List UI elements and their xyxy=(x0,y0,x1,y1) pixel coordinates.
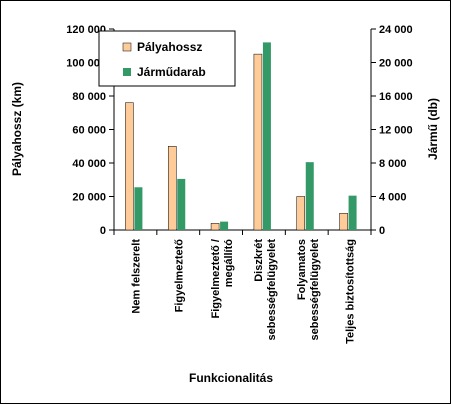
y-tick-label-left: 120 000 xyxy=(66,24,106,36)
bar-palyahossz xyxy=(253,53,263,231)
category-label-line: Teljes biztosítottság xyxy=(345,239,357,344)
bar-palyahossz xyxy=(296,196,305,231)
y-tick-label-left: 40 000 xyxy=(72,158,106,170)
bar-palyahossz xyxy=(339,213,348,231)
bar-jarmudarab xyxy=(262,42,271,231)
bar-palyahossz xyxy=(125,102,134,231)
y-tick-label-left: 60 000 xyxy=(72,125,106,137)
legend: Pályahossz Járműdarab xyxy=(98,30,236,87)
bar-jarmudarab xyxy=(348,195,357,230)
y-tick-label-right: 12 000 xyxy=(379,125,413,137)
category-label-line: Nem felszerelt xyxy=(130,239,142,314)
bar-jarmudarab xyxy=(305,162,314,230)
y-axis-right-title: Jármű (db) xyxy=(426,98,440,160)
legend-label-palyahossz: Pályahossz xyxy=(137,40,202,54)
category-label: Figyelmeztető xyxy=(173,239,185,313)
category-label-line: sebességfelügyelet xyxy=(309,239,321,341)
category-labels: Nem felszerelt Figyelmeztető Figyelmeztető… xyxy=(130,239,356,344)
bar-palyahossz xyxy=(210,223,220,231)
category-label: Teljes biztosítottság xyxy=(345,239,357,344)
y-tick-label-right: 24 000 xyxy=(379,24,413,36)
y-tick-label-right: 4 000 xyxy=(379,192,407,204)
y-tick-label-right: 16 000 xyxy=(379,91,413,103)
legend-label-jarmudarab: Járműdarab xyxy=(137,65,206,79)
bar-palyahossz xyxy=(168,146,177,231)
y-tick-label-right: 0 xyxy=(379,225,385,237)
category-label: Diszkrétsebességfelügyelet xyxy=(253,239,278,341)
category-label-line: sebességfelügyelet xyxy=(266,239,278,341)
bars xyxy=(125,42,357,231)
bar-jarmudarab xyxy=(134,187,143,230)
category-label-line: Folyamatos xyxy=(296,239,308,300)
category-label-line: megállító xyxy=(223,239,235,288)
legend-box xyxy=(98,30,236,87)
category-label: Figyelmeztető /megállító xyxy=(210,239,235,319)
x-axis-title: Funkcionalitás xyxy=(189,371,273,385)
bar-jarmudarab xyxy=(220,221,229,230)
y-tick-label-left: 80 000 xyxy=(72,91,106,103)
y-tick-label-right: 20 000 xyxy=(379,58,413,70)
bar-jarmudarab xyxy=(177,178,186,230)
legend-swatch-jarmudarab xyxy=(123,68,131,76)
category-label: Nem felszerelt xyxy=(130,239,142,314)
y-axis-left-title: Pályahossz (km) xyxy=(10,82,24,176)
y-tick-label-left: 100 000 xyxy=(66,58,106,70)
y-tick-label-right: 8 000 xyxy=(379,158,407,170)
y-tick-label-left: 0 xyxy=(100,225,106,237)
category-label-line: Figyelmeztető / xyxy=(210,239,222,318)
category-label: Folyamatossebességfelügyelet xyxy=(296,239,321,341)
legend-swatch-palyahossz xyxy=(122,42,132,52)
y-tick-label-left: 20 000 xyxy=(72,192,106,204)
category-label-line: Figyelmeztető xyxy=(173,239,185,313)
category-label-line: Diszkrét xyxy=(253,239,265,282)
tick-labels: 0 0 20 000 4 000 40 000 8 000 60 000 12 000 80 0… xyxy=(66,24,412,237)
